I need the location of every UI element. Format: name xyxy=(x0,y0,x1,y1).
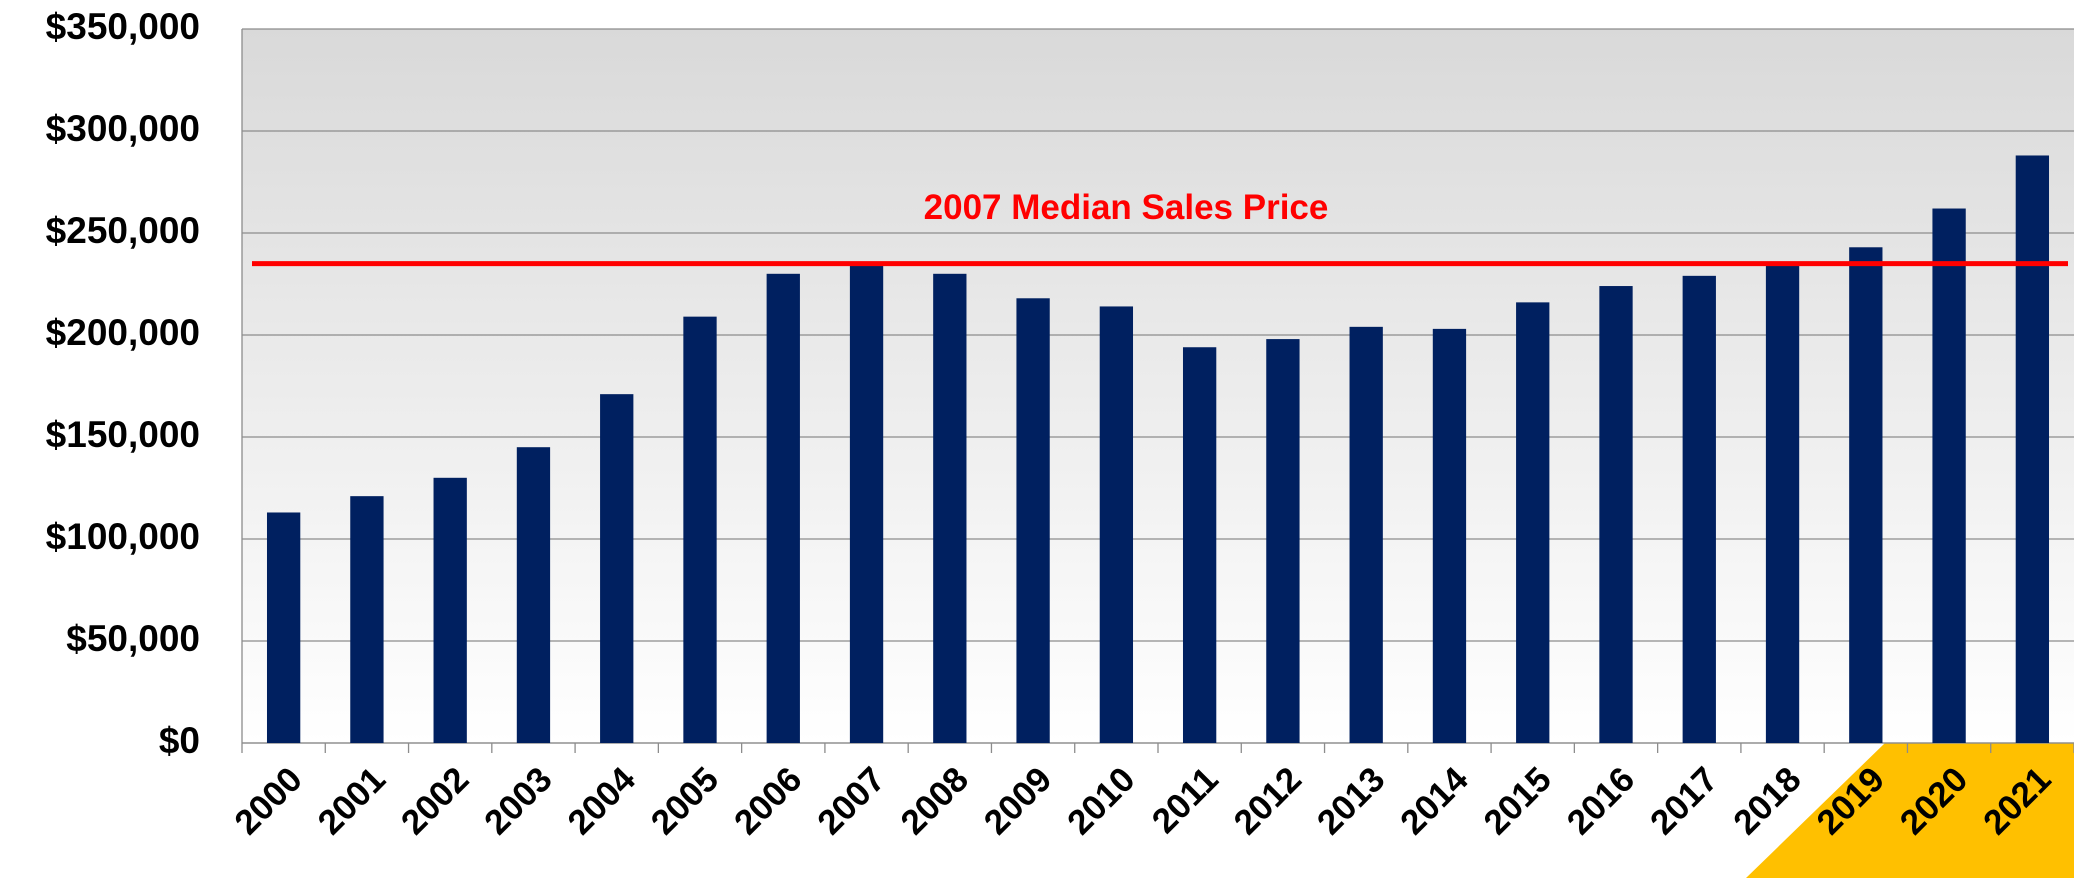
bar xyxy=(266,512,301,743)
x-tick-label: 2017 xyxy=(1643,760,1726,843)
y-tick-label: $150,000 xyxy=(46,414,200,455)
bar xyxy=(600,394,634,743)
bar xyxy=(1099,306,1134,743)
highlight-band xyxy=(1746,743,2074,878)
bar xyxy=(1266,339,1300,743)
x-tick-label: 2009 xyxy=(977,760,1060,843)
bar xyxy=(1849,247,1883,743)
bar xyxy=(683,316,717,743)
bar xyxy=(1432,328,1467,743)
x-tick-label: 2015 xyxy=(1476,760,1559,843)
bar xyxy=(933,273,967,743)
y-tick-label: $250,000 xyxy=(46,210,200,251)
bar xyxy=(1599,286,1633,743)
bar xyxy=(1516,302,1550,743)
bar xyxy=(1016,298,1050,743)
bar xyxy=(1765,263,1800,743)
x-tick-label: 2006 xyxy=(727,760,810,843)
x-tick-label: 2003 xyxy=(477,760,560,843)
x-tick-label: 2011 xyxy=(1145,760,1226,841)
y-tick-label: $0 xyxy=(159,720,200,761)
bar xyxy=(516,447,551,743)
bar xyxy=(766,273,800,743)
x-tick-label: 2012 xyxy=(1226,760,1309,843)
y-tick-label: $200,000 xyxy=(46,312,200,353)
bar xyxy=(1349,326,1383,743)
bar xyxy=(433,477,467,743)
x-tick-label: 2004 xyxy=(560,759,643,842)
bar xyxy=(2015,155,2050,744)
y-tick-label: $50,000 xyxy=(66,618,200,659)
bar xyxy=(1932,208,1966,743)
x-tick-label: 2008 xyxy=(893,760,976,843)
y-tick-label: $350,000 xyxy=(46,6,200,47)
x-tick-label: 2013 xyxy=(1310,760,1393,843)
bar xyxy=(1182,347,1217,743)
y-tick-label: $100,000 xyxy=(46,516,200,557)
bar xyxy=(849,261,884,743)
x-tick-label: 2010 xyxy=(1060,760,1143,843)
x-tick-label: 2000 xyxy=(227,760,310,843)
x-tick-label: 2007 xyxy=(810,760,893,843)
x-tick-label: 2001 xyxy=(310,760,393,843)
x-tick-label: 2005 xyxy=(644,760,727,843)
x-tick-label: 2014 xyxy=(1393,759,1476,842)
x-tick-label: 2016 xyxy=(1560,760,1643,843)
y-tick-label: $300,000 xyxy=(46,108,200,149)
reference-label: 2007 Median Sales Price xyxy=(924,188,1329,227)
bar xyxy=(350,496,384,743)
x-tick-label: 2002 xyxy=(394,760,477,843)
bar xyxy=(1682,275,1716,743)
